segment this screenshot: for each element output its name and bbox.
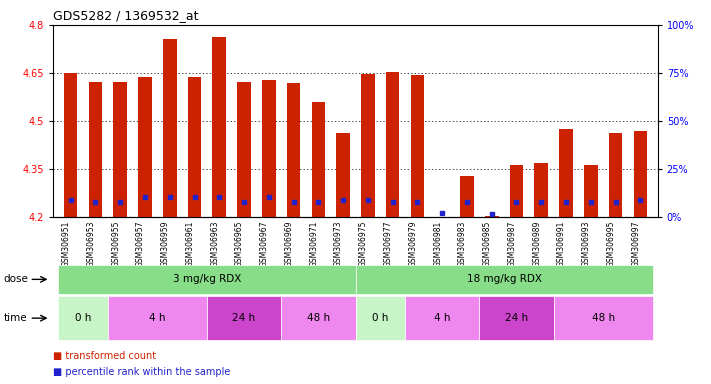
Text: GDS5282 / 1369532_at: GDS5282 / 1369532_at [53, 9, 199, 22]
Text: GSM306965: GSM306965 [235, 221, 244, 267]
Text: GSM306989: GSM306989 [533, 221, 541, 267]
Text: GSM306959: GSM306959 [161, 221, 170, 267]
Text: GSM306995: GSM306995 [606, 221, 616, 267]
Text: 48 h: 48 h [306, 313, 330, 323]
Text: GSM306957: GSM306957 [136, 221, 145, 267]
Bar [64, 73, 77, 217]
Text: GSM306997: GSM306997 [631, 221, 641, 267]
Bar [163, 40, 176, 217]
Text: GSM306973: GSM306973 [334, 221, 343, 267]
Bar [460, 176, 474, 217]
Text: ■ percentile rank within the sample: ■ percentile rank within the sample [53, 367, 230, 377]
Bar [386, 72, 400, 217]
Bar [510, 165, 523, 217]
Text: GSM306975: GSM306975 [359, 221, 368, 267]
Text: 0 h: 0 h [75, 313, 91, 323]
Text: 24 h: 24 h [505, 313, 528, 323]
Text: dose: dose [4, 274, 28, 285]
Text: GSM306961: GSM306961 [186, 221, 195, 267]
Text: GSM306987: GSM306987 [508, 221, 516, 267]
Text: 18 mg/kg RDX: 18 mg/kg RDX [466, 274, 542, 285]
Text: GSM306985: GSM306985 [483, 221, 492, 267]
Text: 4 h: 4 h [434, 313, 451, 323]
Bar [262, 80, 276, 217]
Text: GSM306981: GSM306981 [433, 221, 442, 267]
Bar [311, 103, 325, 217]
Bar [485, 216, 498, 217]
Text: GSM306993: GSM306993 [582, 221, 591, 267]
Text: GSM306979: GSM306979 [408, 221, 417, 267]
Bar [361, 74, 375, 217]
Text: 0 h: 0 h [372, 313, 388, 323]
Text: GSM306977: GSM306977 [384, 221, 392, 267]
Text: time: time [4, 313, 27, 323]
Text: 48 h: 48 h [592, 313, 615, 323]
Bar [584, 165, 598, 217]
Bar [634, 131, 647, 217]
Text: GSM306967: GSM306967 [260, 221, 269, 267]
Text: GSM306991: GSM306991 [557, 221, 566, 267]
Text: ■ transformed count: ■ transformed count [53, 351, 156, 361]
Bar [213, 37, 226, 217]
Bar [435, 217, 449, 247]
Text: 3 mg/kg RDX: 3 mg/kg RDX [173, 274, 241, 285]
Text: GSM306963: GSM306963 [210, 221, 219, 267]
Bar [609, 133, 622, 217]
Bar [287, 83, 300, 217]
Text: GSM306983: GSM306983 [458, 221, 467, 267]
Text: 24 h: 24 h [232, 313, 256, 323]
Bar [89, 82, 102, 217]
Text: GSM306971: GSM306971 [309, 221, 319, 267]
Bar [138, 77, 151, 217]
Text: GSM306953: GSM306953 [87, 221, 95, 267]
Text: GSM306951: GSM306951 [62, 221, 70, 267]
Bar [411, 74, 424, 217]
Bar [535, 163, 548, 217]
Bar [188, 77, 201, 217]
Text: GSM306955: GSM306955 [111, 221, 120, 267]
Text: 4 h: 4 h [149, 313, 166, 323]
Text: GSM306969: GSM306969 [284, 221, 294, 267]
Bar [560, 129, 573, 217]
Bar [113, 82, 127, 217]
Bar [237, 82, 251, 217]
Bar [336, 133, 350, 217]
